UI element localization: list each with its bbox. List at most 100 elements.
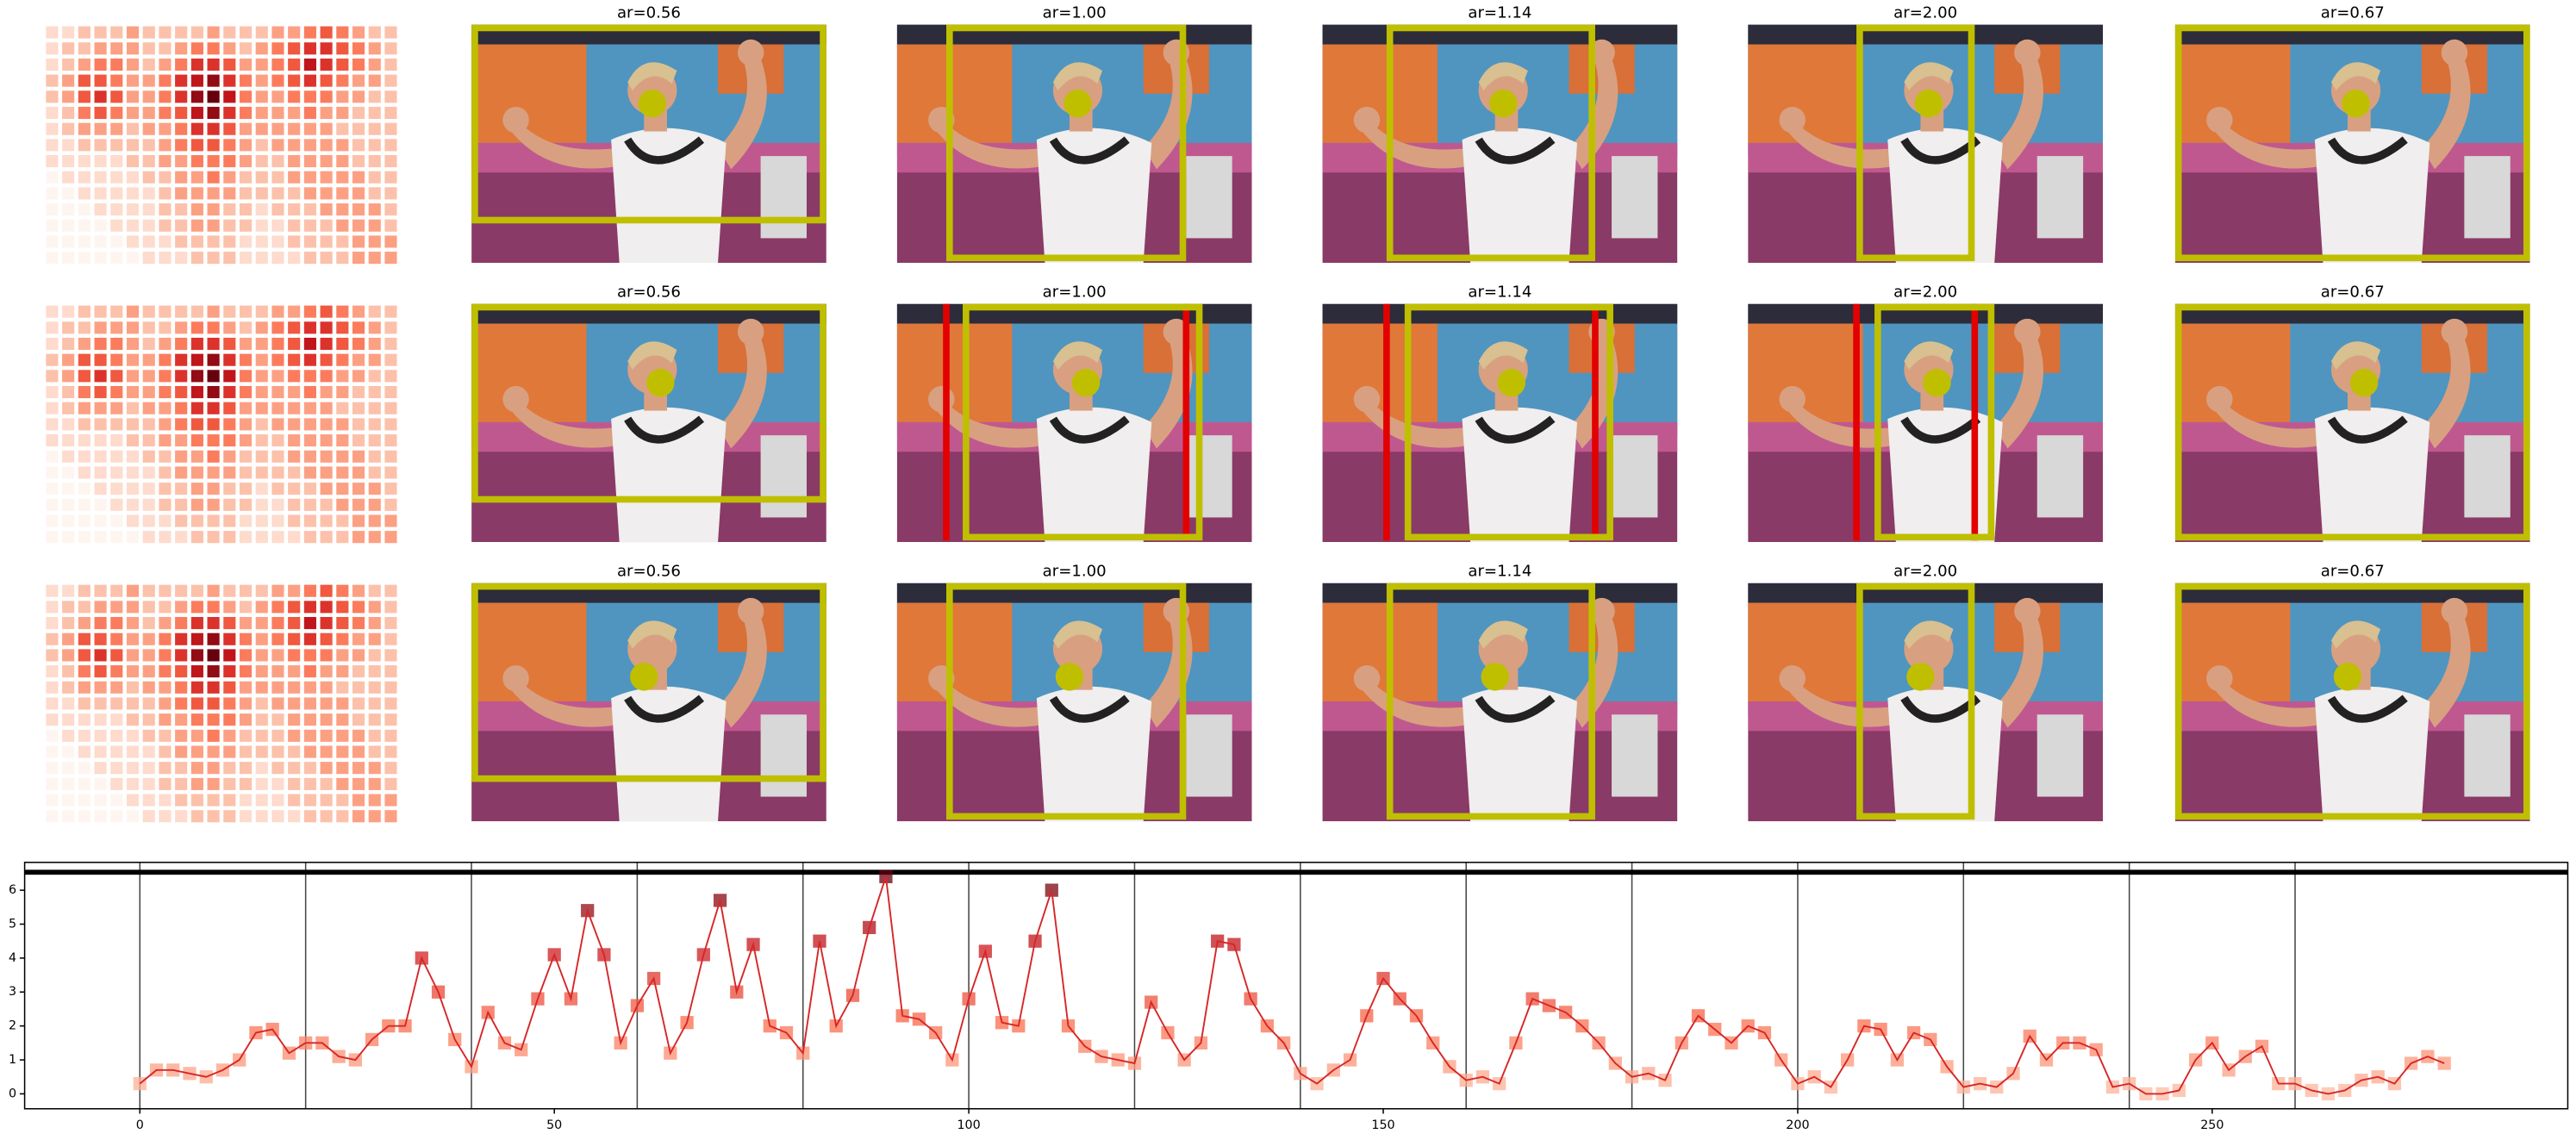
heatmap-cell	[288, 42, 301, 55]
heatmap-cell	[288, 74, 301, 87]
heatmap-cell	[255, 498, 268, 511]
heatmap-cell	[62, 252, 75, 265]
heatmap-cell	[368, 139, 381, 152]
heatmap-cell	[239, 745, 253, 758]
heatmap-cell	[303, 697, 316, 710]
heatmap-cell	[46, 386, 59, 399]
heatmap-cell	[62, 321, 75, 334]
heatmap-cell	[94, 26, 107, 39]
heatmap-cell	[190, 697, 203, 710]
heatmap-cell	[142, 337, 155, 351]
heatmap-cell	[175, 514, 188, 527]
heatmap-cell	[46, 353, 59, 366]
heatmap-cell	[190, 617, 203, 630]
heatmap	[46, 584, 397, 823]
heatmap-cell	[207, 370, 220, 383]
heatmap-cell	[62, 26, 75, 39]
heatmap-cell	[271, 337, 284, 351]
heatmap-cell	[126, 584, 140, 597]
heatmap-cell	[288, 402, 301, 414]
heatmap-cell	[368, 665, 381, 678]
heatmap-cell	[190, 106, 203, 120]
heatmap-cell	[110, 745, 123, 758]
heatmap-cell	[94, 498, 107, 511]
panel-title: ar=0.56	[617, 3, 681, 22]
heatmap-cell	[288, 450, 301, 463]
heatmap-cell	[271, 154, 284, 168]
heatmap-cell	[142, 632, 155, 645]
heatmap-cell	[255, 26, 268, 39]
heatmap-cell	[94, 402, 107, 414]
heatmap-cell	[352, 514, 365, 527]
heatmap-cell	[62, 42, 75, 55]
x-tick-label: 50	[546, 1118, 562, 1132]
heatmap-cell	[190, 810, 203, 823]
heatmap-cell	[288, 649, 301, 662]
heatmap-cell	[384, 762, 397, 775]
heatmap-cell	[255, 794, 268, 807]
heatmap-cell	[190, 219, 203, 232]
heatmap-cell	[288, 729, 301, 742]
heatmap-cell	[175, 74, 188, 87]
heatmap-cell	[320, 418, 333, 431]
photo	[1323, 583, 1678, 821]
heatmap-cell	[303, 450, 316, 463]
heatmap-cell	[46, 632, 59, 645]
heatmap-cell	[175, 681, 188, 694]
heatmap-cell	[207, 632, 220, 645]
heatmap-cell	[159, 649, 172, 662]
heatmap-cell	[126, 632, 140, 645]
heatmap-cell	[223, 498, 236, 511]
heatmap-cell	[336, 617, 349, 630]
heatmap-cell	[175, 203, 188, 216]
heatmap-cell	[223, 321, 236, 334]
heatmap-cell	[352, 386, 365, 399]
heatmap-cell	[320, 713, 333, 726]
heatmap-cell	[368, 337, 381, 351]
heatmap-cell	[320, 42, 333, 55]
heatmap-cell	[255, 154, 268, 168]
heatmap-cell	[190, 434, 203, 447]
heatmap-cell	[142, 713, 155, 726]
heatmap-cell	[255, 810, 268, 823]
heatmap-cell	[159, 697, 172, 710]
heatmap-cell	[126, 321, 140, 334]
heatmap-cell	[352, 337, 365, 351]
heatmap-cell	[384, 402, 397, 414]
heatmap-cell	[239, 466, 253, 479]
heatmap-cell	[303, 531, 316, 544]
heatmap-cell	[110, 584, 123, 597]
heatmap-cell	[126, 745, 140, 758]
heatmap-cell	[78, 514, 90, 527]
heatmap-cell	[62, 601, 75, 614]
heatmap-cell	[255, 681, 268, 694]
heatmap-cell	[352, 418, 365, 431]
heatmap-cell	[175, 697, 188, 710]
crop-box	[946, 582, 1187, 820]
heatmap-cell	[110, 305, 123, 318]
crop-box	[471, 582, 826, 782]
heatmap-cell	[62, 235, 75, 248]
x-tick-label: 100	[957, 1118, 980, 1132]
heatmap-cell	[255, 171, 268, 184]
heatmap-cell	[142, 252, 155, 265]
heatmap-cell	[320, 810, 333, 823]
heatmap-cell	[62, 617, 75, 630]
heatmap-cell	[175, 139, 188, 152]
heatmap-cell	[239, 649, 253, 662]
heatmap-cell	[78, 665, 90, 678]
heatmap-cell	[303, 386, 316, 399]
heatmap-cell	[62, 777, 75, 790]
heatmap-cell	[336, 810, 349, 823]
heatmap-cell	[46, 498, 59, 511]
heatmap-cell	[303, 90, 316, 103]
heatmap-cell	[239, 235, 253, 248]
heatmap-cell	[142, 762, 155, 775]
heatmap-cell	[78, 713, 90, 726]
heatmap-cell	[223, 665, 236, 678]
heatmap-cell	[78, 353, 90, 366]
heatmap-cell	[239, 810, 253, 823]
heatmap-cell	[255, 353, 268, 366]
heatmap-cell	[271, 498, 284, 511]
heatmap-cell	[207, 337, 220, 351]
